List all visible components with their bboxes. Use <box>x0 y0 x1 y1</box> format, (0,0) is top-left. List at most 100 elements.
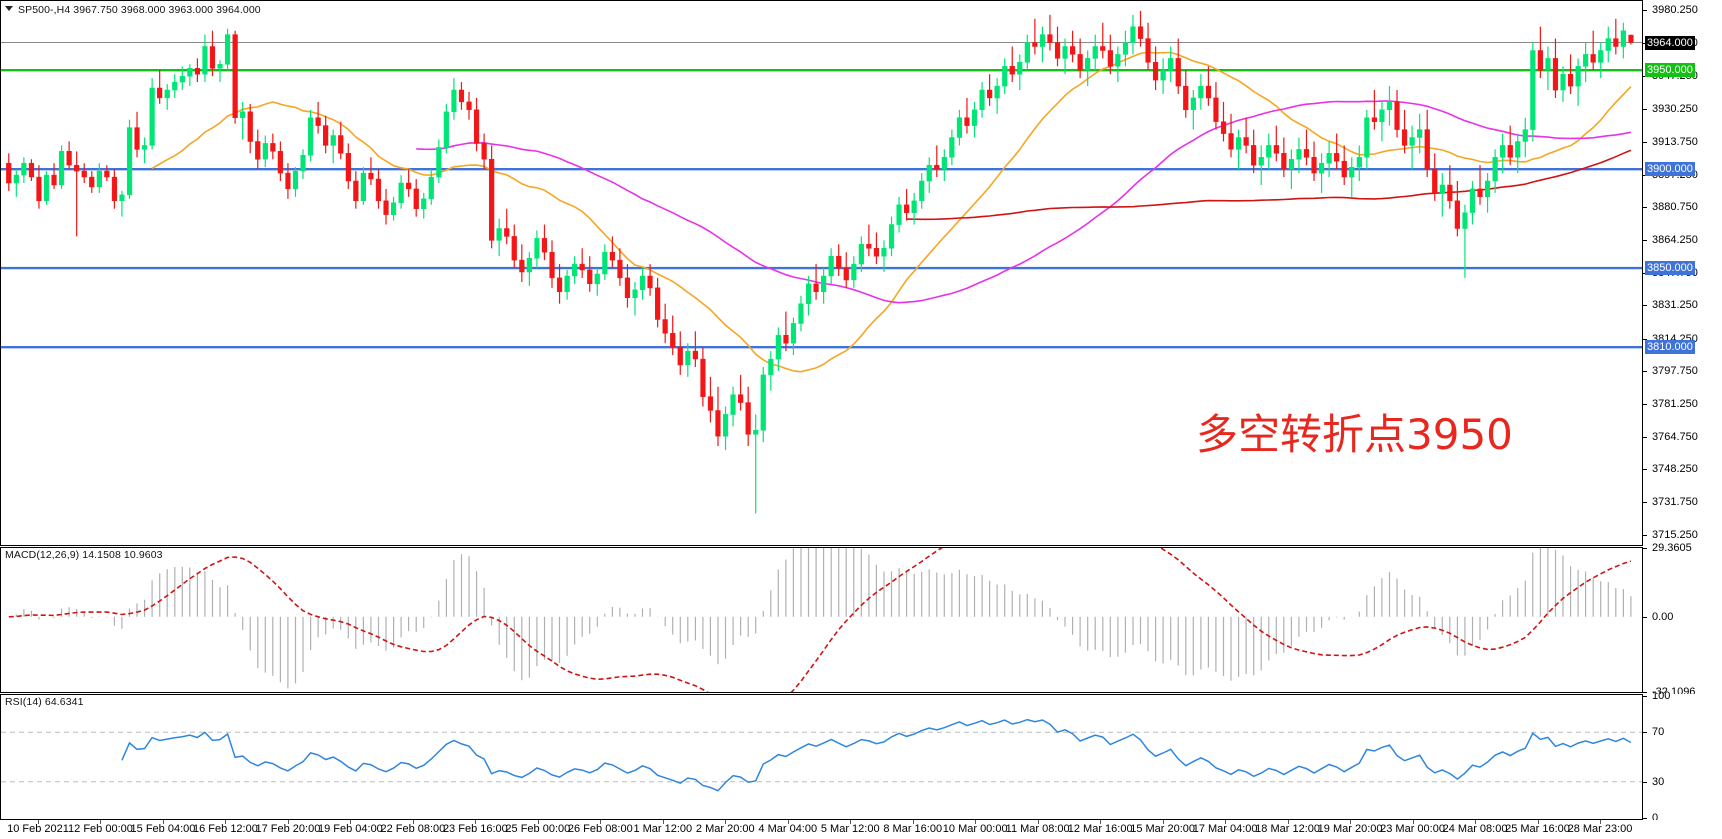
macd-label: MACD(12,26,9) 14.1508 10.9603 <box>5 549 163 561</box>
macd-tick-mark <box>1643 548 1647 549</box>
rsi-tick-label: 100 <box>1652 690 1671 702</box>
rsi-panel[interactable] <box>0 694 1643 820</box>
time-tick-label: 17 Feb 20:00 <box>255 823 321 835</box>
rsi-axis[interactable]: 100 70 30 0 <box>1643 690 1722 824</box>
price-level-tag[interactable]: 3900.000 <box>1645 162 1695 177</box>
time-tick-label: 4 Mar 04:00 <box>758 823 818 835</box>
price-tick-mark <box>1643 338 1647 340</box>
time-tick-mark <box>1600 820 1601 824</box>
price-chart-header: SP500-,H4 3967.750 3968.000 3963.000 396… <box>18 4 261 16</box>
time-tick-label: 12 Mar 16:00 <box>1067 823 1133 835</box>
price-tick-mark <box>1643 207 1647 209</box>
time-tick-mark <box>975 820 977 824</box>
time-tick-mark <box>350 820 352 824</box>
time-tick-label: 25 Mar 16:00 <box>1505 823 1570 835</box>
price-axis[interactable]: 3980.2503964.0003947.2503930.2503913.750… <box>1643 0 1722 546</box>
time-tick-mark <box>537 820 539 824</box>
price-tick-label: 3831.250 <box>1652 299 1698 312</box>
time-tick-mark <box>1475 820 1477 824</box>
rsi-tick-label: 70 <box>1652 726 1665 739</box>
time-tick-mark <box>912 820 914 824</box>
rsi-tick-mark <box>1643 781 1647 783</box>
time-axis[interactable]: 10 Feb 2021 12 Feb 00:00 15 Feb 04:00 16 Fe… <box>0 820 1722 839</box>
time-tick-mark <box>1287 820 1289 824</box>
time-tick-mark <box>1037 820 1039 824</box>
time-tick-label: 24 Mar 08:00 <box>1442 823 1508 835</box>
time-tick-label: 18 Mar 12:00 <box>1255 823 1321 835</box>
time-tick-label: 15 Mar 20:00 <box>1130 823 1196 835</box>
price-tick-mark <box>1643 469 1647 471</box>
price-level-tag[interactable]: 3950.000 <box>1645 63 1695 78</box>
time-tick-label: 15 Feb 04:00 <box>130 823 196 835</box>
time-tick-mark <box>38 820 39 824</box>
price-tick-label: 3980.250 <box>1652 4 1698 17</box>
price-tick-mark <box>1643 371 1647 373</box>
price-tick-mark <box>1643 404 1647 406</box>
price-tick-mark <box>1643 305 1647 307</box>
price-tick-label: 3913.750 <box>1652 135 1698 148</box>
time-tick-label: 23 Mar 00:00 <box>1380 823 1445 835</box>
price-level-tag[interactable]: 3964.000 <box>1645 35 1695 50</box>
price-tick-label: 3797.750 <box>1652 365 1698 378</box>
price-tick-label: 3715.250 <box>1652 528 1698 541</box>
time-tick-mark <box>1350 820 1352 824</box>
time-tick-label: 10 Feb 2021 <box>7 823 69 835</box>
rsi-tick-mark <box>1643 696 1647 697</box>
rsi-tick-label: 30 <box>1652 775 1665 788</box>
time-tick-mark <box>1100 820 1102 824</box>
time-tick-label: 28 Mar 23:00 <box>1567 823 1633 835</box>
price-tick-mark <box>1643 141 1647 143</box>
rsi-plot-area[interactable] <box>1 695 1642 819</box>
triangle-down-icon[interactable] <box>5 6 13 11</box>
time-tick-label: 19 Feb 04:00 <box>317 823 383 835</box>
time-tick-mark <box>162 820 164 824</box>
macd-tick-mark <box>1643 692 1647 693</box>
time-tick-label: 5 Mar 12:00 <box>820 823 880 835</box>
rsi-tick-mark <box>1643 732 1647 734</box>
price-tick-mark <box>1643 10 1647 12</box>
macd-tick-mark <box>1643 616 1647 618</box>
time-tick-label: 26 Feb 08:00 <box>567 823 633 835</box>
time-tick-label: 2 Mar 20:00 <box>695 823 755 835</box>
chart-annotation-text: 多空转折点3950 <box>1196 410 1513 459</box>
price-tick-mark <box>1643 109 1647 111</box>
rsi-tick-mark <box>1643 818 1647 819</box>
price-plot-area[interactable] <box>1 1 1642 545</box>
price-tick-mark <box>1643 239 1647 241</box>
time-tick-label: 19 Mar 20:00 <box>1317 823 1383 835</box>
price-tick-mark <box>1643 501 1647 503</box>
time-tick-mark <box>1412 820 1414 824</box>
time-tick-label: 23 Feb 16:00 <box>442 823 508 835</box>
price-tick-label: 3781.250 <box>1652 398 1698 411</box>
time-tick-mark <box>850 820 852 824</box>
price-tick-label: 3764.750 <box>1652 430 1698 443</box>
time-tick-label: 17 Mar 04:00 <box>1192 823 1258 835</box>
macd-panel[interactable] <box>0 547 1643 693</box>
time-tick-label: 8 Mar 16:00 <box>883 823 943 835</box>
time-tick-mark <box>662 820 664 824</box>
macd-plot-area[interactable] <box>1 548 1642 692</box>
price-chart-panel[interactable] <box>0 0 1643 546</box>
time-tick-mark <box>225 820 227 824</box>
macd-tick-label: 29.3605 <box>1652 542 1692 554</box>
time-tick-mark <box>725 820 727 824</box>
price-tick-label: 3864.250 <box>1652 233 1698 246</box>
time-tick-mark <box>600 820 602 824</box>
time-tick-label: 12 Feb 00:00 <box>68 823 133 835</box>
time-tick-mark <box>1225 820 1227 824</box>
time-tick-mark <box>287 820 289 824</box>
price-tick-mark <box>1643 436 1647 438</box>
macd-tick-label: 0.00 <box>1652 610 1674 623</box>
price-level-tag[interactable]: 3810.000 <box>1645 340 1695 355</box>
macd-axis[interactable]: 29.3605 0.00 -32.1096 <box>1643 542 1722 698</box>
time-tick-mark <box>1537 820 1539 824</box>
time-tick-mark <box>787 820 789 824</box>
price-tick-mark <box>1643 534 1647 536</box>
price-level-tag[interactable]: 3850.000 <box>1645 261 1695 276</box>
time-tick-label: 11 Mar 08:00 <box>1005 823 1070 835</box>
price-tick-label: 3748.250 <box>1652 463 1698 476</box>
time-tick-label: 10 Mar 00:00 <box>942 823 1008 835</box>
time-tick-mark <box>1162 820 1164 824</box>
price-tick-label: 3731.750 <box>1652 495 1698 508</box>
